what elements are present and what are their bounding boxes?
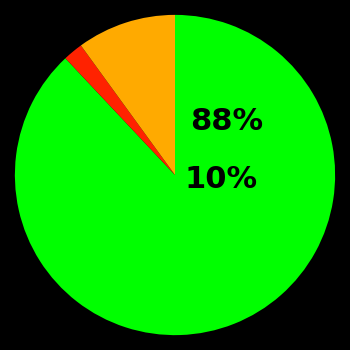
Wedge shape — [65, 46, 175, 175]
Wedge shape — [15, 15, 335, 335]
Text: 10%: 10% — [185, 164, 258, 194]
Text: 88%: 88% — [190, 107, 263, 136]
Wedge shape — [81, 15, 175, 175]
